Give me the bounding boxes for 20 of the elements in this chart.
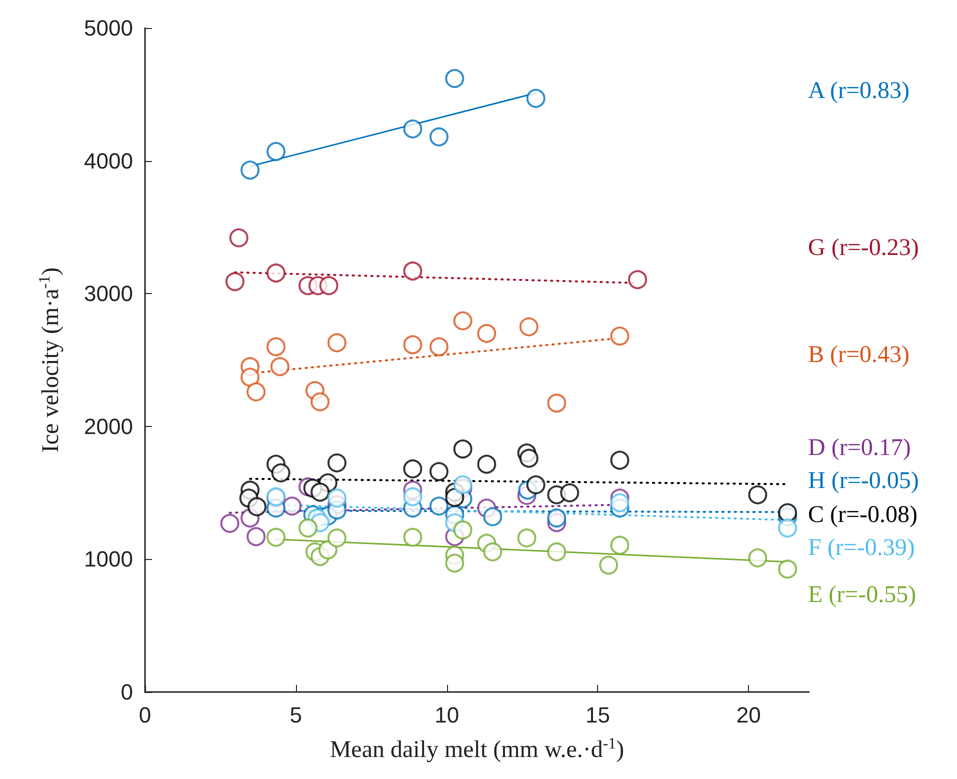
y-tick-label: 2000 — [84, 414, 133, 439]
x-tick-label: 0 — [138, 702, 152, 728]
x-tick-label: 20 — [736, 702, 761, 728]
y-axis-title: Ice velocity (m·a-1) — [36, 267, 64, 453]
x-tick-label: 15 — [585, 702, 610, 728]
text: A (r=0.83) — [808, 78, 910, 104]
y-tick-label: 4000 — [84, 148, 133, 174]
series-label: C (r=-0.08) — [808, 502, 918, 528]
series-label: H (r=-0.05) — [808, 468, 919, 494]
y-tick-label: 0 — [120, 680, 133, 704]
y-tick-label: 1000 — [84, 546, 133, 572]
y-tick-label: 3000 — [84, 281, 133, 306]
text: G (r=-0.23) — [808, 235, 919, 261]
x-tick-label: 5 — [290, 702, 302, 728]
text: D (r=0.17) — [808, 435, 911, 461]
series-label: F (r=-0.39) — [808, 535, 915, 561]
text: B (r=0.43) — [808, 342, 910, 368]
y-tick-label: 5000 — [84, 16, 133, 40]
x-tick-label: 10 — [434, 702, 460, 728]
series-label: E (r=-0.55) — [808, 582, 916, 608]
